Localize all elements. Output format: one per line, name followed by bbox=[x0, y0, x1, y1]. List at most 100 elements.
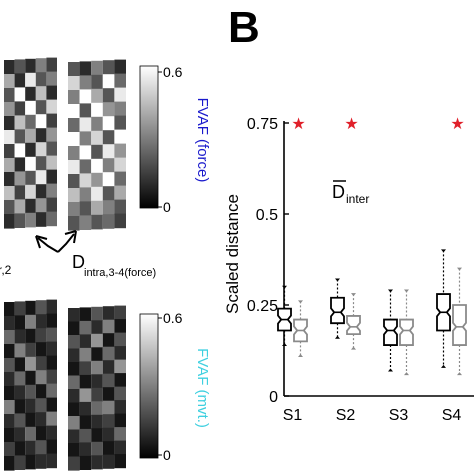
heatmap-cell bbox=[102, 74, 115, 89]
significance-star-icon: ★ bbox=[291, 116, 305, 133]
heatmap-cell bbox=[14, 399, 26, 414]
y-tick-label: 0 bbox=[269, 389, 278, 406]
box-body bbox=[330, 296, 345, 325]
heatmap-cell bbox=[68, 308, 80, 323]
heatmap-cell bbox=[46, 169, 57, 185]
heatmap-cell bbox=[91, 306, 103, 321]
whisker-cap-max bbox=[441, 249, 446, 253]
heatmap-cell bbox=[14, 315, 26, 330]
heatmap-cell bbox=[35, 156, 47, 171]
heatmap-cell bbox=[79, 320, 92, 335]
heatmap-cell bbox=[91, 74, 103, 90]
heatmap-cell bbox=[35, 184, 47, 199]
heatmap-cell bbox=[35, 58, 47, 73]
heatmap-cell bbox=[14, 385, 26, 400]
heatmap-cell bbox=[35, 128, 47, 143]
heatmap-cell bbox=[25, 142, 36, 158]
heatmap-cell bbox=[25, 342, 36, 358]
heatmap-cell bbox=[46, 327, 57, 343]
heatmap-cell bbox=[79, 61, 92, 76]
whisker-cap-min bbox=[388, 368, 393, 372]
heatmap-cell bbox=[4, 102, 15, 117]
heatmap-cell bbox=[35, 72, 47, 87]
heatmap-cell bbox=[68, 429, 80, 444]
colorbar-top-label: FVAF (force) bbox=[194, 98, 211, 183]
heatmap-cell bbox=[25, 426, 36, 442]
heatmap-cell bbox=[91, 414, 103, 429]
whisker-cap-max bbox=[298, 300, 303, 304]
heatmap-cell bbox=[4, 200, 15, 215]
heatmap-cell bbox=[102, 414, 115, 429]
heatmap-cell bbox=[25, 72, 36, 88]
heatmap-cell bbox=[91, 130, 103, 146]
box-S4-2 bbox=[452, 267, 467, 376]
heatmap-cell bbox=[91, 60, 103, 76]
heatmap-cell bbox=[114, 359, 126, 374]
heatmap-cell bbox=[46, 155, 57, 171]
heatmap-cell bbox=[68, 90, 80, 105]
heatmap-cell bbox=[46, 383, 57, 399]
heatmap-cell bbox=[114, 171, 126, 187]
heatmap-cell bbox=[102, 200, 115, 215]
heatmap-cell bbox=[91, 387, 103, 402]
heatmap-cell bbox=[46, 341, 57, 357]
arrow-right bbox=[57, 233, 75, 253]
heatmap-cell bbox=[4, 88, 15, 103]
heatmap-cell bbox=[79, 334, 92, 349]
heatmap-cell bbox=[102, 400, 115, 415]
heatmap-cell bbox=[46, 211, 57, 227]
heatmap-cell bbox=[114, 440, 126, 455]
heatmap-cell bbox=[68, 132, 80, 147]
heatmap-cell bbox=[79, 131, 92, 146]
heatmap-cell bbox=[25, 356, 36, 372]
heatmap-cell bbox=[4, 400, 15, 415]
annotation-sub: inter bbox=[346, 192, 369, 206]
heatmap-cell bbox=[46, 99, 57, 115]
heatmap-cell bbox=[102, 172, 115, 187]
heatmap-cell bbox=[46, 197, 57, 213]
heatmap-cell bbox=[79, 388, 92, 403]
arrow-label-sub: intra,3-4(force) bbox=[84, 267, 156, 279]
heatmap-cell bbox=[102, 158, 115, 173]
heatmap-cell bbox=[68, 443, 80, 458]
heatmap-cell bbox=[102, 306, 115, 321]
heatmap-cell bbox=[4, 414, 15, 429]
heatmap-cell bbox=[46, 397, 57, 413]
heatmap-cell bbox=[14, 129, 26, 144]
heatmap-cell bbox=[114, 305, 126, 320]
heatmap-cell bbox=[91, 441, 103, 456]
heatmap-cell bbox=[114, 213, 126, 229]
heatmap-cell bbox=[68, 321, 80, 336]
heatmap-cell bbox=[35, 86, 47, 101]
heatmap-cell bbox=[25, 412, 36, 428]
heatmap-cell bbox=[25, 114, 36, 130]
whisker-cap-max bbox=[404, 289, 409, 293]
heatmap-cell bbox=[114, 386, 126, 401]
heatmap-cell bbox=[46, 141, 57, 157]
box-S2-2 bbox=[346, 293, 361, 350]
heatmap-cell bbox=[14, 213, 26, 228]
heatmap-cell bbox=[14, 101, 26, 116]
box-body bbox=[399, 318, 414, 346]
heatmap-cell bbox=[114, 59, 126, 75]
heatmap-cell bbox=[4, 428, 15, 443]
heatmap-cell bbox=[35, 440, 47, 455]
heatmap-cell bbox=[79, 75, 92, 90]
right-panel: B Scaled distance 0 0.25 0.5 0.75 S1 S2 S3 S4 ★… bbox=[223, 3, 474, 424]
heatmap-cell bbox=[4, 74, 15, 89]
heatmap-cell bbox=[46, 439, 57, 455]
heatmap-cell bbox=[114, 101, 126, 117]
heatmap-cell bbox=[35, 314, 47, 329]
heatmap-cell bbox=[79, 347, 92, 362]
heatmap-cell bbox=[114, 157, 126, 173]
heatmap-cell bbox=[4, 386, 15, 401]
heatmap-cell bbox=[79, 361, 92, 376]
heatmap-cell bbox=[91, 102, 103, 118]
arrow-left-head-icon bbox=[35, 235, 48, 249]
whisker-cap-max bbox=[388, 289, 393, 293]
heatmap-cell bbox=[25, 314, 36, 330]
heatmap-cell bbox=[79, 89, 92, 104]
heatmap-cell bbox=[79, 455, 92, 470]
heatmap-cell bbox=[79, 173, 92, 188]
heatmap-cell bbox=[68, 362, 80, 377]
